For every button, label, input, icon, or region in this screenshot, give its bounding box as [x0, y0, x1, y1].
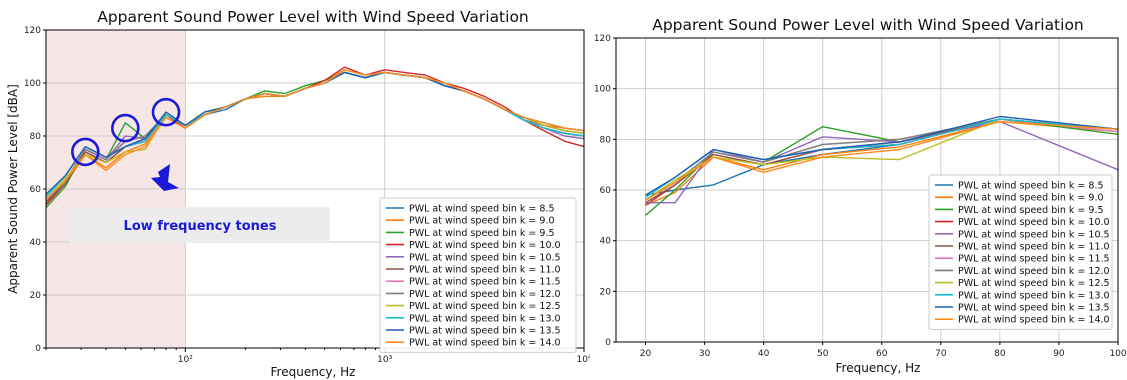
left-plot-area: 0 20 40 60 80 100 120 10² 10³ 10⁴ PWL at wind spee…	[24, 26, 590, 365]
left-x-axis-label: Frequency, Hz	[271, 365, 356, 379]
legend-entry-label: PWL at wind speed bin k = 10.5	[409, 252, 561, 263]
series-line-8	[645, 118, 1119, 201]
legend-box	[379, 197, 577, 353]
x-tick-label: 10⁴	[576, 355, 590, 365]
legend-entry-label: PWL at wind speed bin k = 13.5	[958, 303, 1110, 314]
low-frequency-tones-label: Low frequency tones	[124, 219, 277, 234]
up-arrow-icon	[151, 164, 179, 191]
y-tick-label: 100	[594, 85, 611, 95]
legend-entry-label: PWL at wind speed bin k = 14.0	[409, 338, 561, 349]
legend-entry-label: PWL at wind speed bin k = 11.0	[958, 242, 1110, 253]
x-tick-label: 20	[640, 349, 652, 359]
legend-entry-label: PWL at wind speed bin k = 13.0	[958, 290, 1110, 301]
right-x-axis-label: Frequency, Hz	[836, 361, 921, 375]
legend-entry-label: PWL at wind speed bin k = 11.5	[409, 277, 561, 288]
legend-entry-label: PWL at wind speed bin k = 11.0	[409, 265, 561, 276]
x-tick-label: 10³	[377, 355, 392, 365]
y-tick-label: 0	[605, 338, 611, 348]
x-tick-label: 100	[1109, 349, 1126, 359]
legend-box	[928, 174, 1113, 330]
y-tick-label: 0	[35, 344, 41, 354]
series-line-12	[645, 120, 1119, 201]
left-chart-title: Apparent Sound Power Level with Wind Spe…	[97, 8, 529, 26]
legend-entry-label: PWL at wind speed bin k = 9.5	[958, 205, 1104, 216]
y-tick-label: 60	[30, 185, 42, 195]
series-line-11	[645, 115, 1119, 196]
legend-entry-label: PWL at wind speed bin k = 8.5	[409, 204, 555, 215]
tone-highlight-circle	[151, 97, 181, 127]
x-tick-label: 80	[994, 349, 1006, 359]
legend-entry-label: PWL at wind speed bin k = 12.5	[958, 278, 1110, 289]
left-y-axis-label: Apparent Sound Power Level [dBA]	[6, 84, 20, 294]
legend-entry-label: PWL at wind speed bin k = 10.0	[958, 217, 1110, 228]
legend-entry-label: PWL at wind speed bin k = 11.5	[958, 254, 1110, 265]
y-tick-label: 60	[600, 186, 612, 196]
legend-entry-label: PWL at wind speed bin k = 14.0	[958, 315, 1110, 326]
x-tick-label: 60	[876, 349, 888, 359]
x-tick-label: 90	[1053, 349, 1065, 359]
x-tick-label: 70	[935, 349, 947, 359]
legend-entry-label: PWL at wind speed bin k = 8.5	[958, 181, 1104, 192]
legend-entry-label: PWL at wind speed bin k = 12.5	[409, 301, 561, 312]
plot-frame	[615, 37, 1119, 343]
plot-frame	[45, 29, 585, 349]
y-tick-label: 100	[24, 79, 41, 89]
y-tick-label: 40	[30, 238, 42, 248]
legend-entry-label: PWL at wind speed bin k = 10.5	[958, 229, 1110, 240]
annotation-box	[70, 207, 330, 243]
y-tick-label: 40	[600, 237, 612, 247]
series-line-12	[45, 69, 585, 201]
legend-entry-label: PWL at wind speed bin k = 9.0	[958, 193, 1104, 204]
y-tick-label: 20	[600, 287, 612, 297]
legend-entry-label: PWL at wind speed bin k = 12.0	[958, 266, 1110, 277]
x-tick-label: 40	[758, 349, 770, 359]
y-tick-label: 80	[600, 135, 612, 145]
x-tick-label: 10²	[178, 355, 193, 365]
tone-highlight-circle	[111, 113, 140, 143]
legend-entry-label: PWL at wind speed bin k = 12.0	[409, 289, 561, 300]
series-line-5	[645, 120, 1119, 204]
tone-highlight-circle	[71, 137, 100, 167]
legend-entry-label: PWL at wind speed bin k = 13.5	[409, 326, 561, 337]
legend-entry-label: PWL at wind speed bin k = 13.0	[409, 313, 561, 324]
legend-entry-label: PWL at wind speed bin k = 10.0	[409, 240, 561, 251]
y-tick-label: 80	[30, 132, 42, 142]
y-tick-label: 120	[594, 34, 611, 44]
legend-entry-label: PWL at wind speed bin k = 9.5	[409, 228, 555, 239]
x-tick-label: 30	[699, 349, 711, 359]
y-tick-label: 20	[30, 291, 42, 301]
right-chart-title: Apparent Sound Power Level with Wind Spe…	[652, 16, 1084, 34]
right-chart: Apparent Sound Power Level with Wind Spe…	[594, 16, 1127, 375]
right-plot-area: 0 20 40 60 80 100 120 20 30 40 50 60 70 80 90 100 PWL at…	[594, 34, 1127, 359]
y-tick-label: 120	[24, 26, 41, 36]
x-tick-label: 50	[817, 349, 829, 359]
left-chart: Apparent Sound Power Level with Wind Spe…	[6, 8, 590, 379]
legend-entry-label: PWL at wind speed bin k = 9.0	[409, 216, 555, 227]
